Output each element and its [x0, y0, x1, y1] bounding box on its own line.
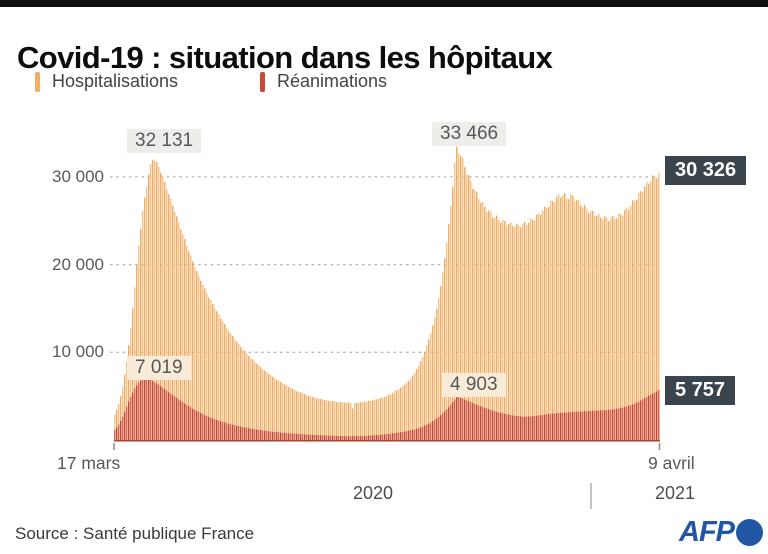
y-axis-label: 30 000 — [52, 166, 104, 186]
year-label-2021: 2021 — [654, 483, 696, 503]
hosp-peak1-label: 32 131 — [127, 129, 202, 153]
legend-item-hospitalisations: Hospitalisations — [35, 71, 178, 92]
reanimations-swatch — [260, 71, 265, 92]
rea-peak1-label: 7 019 — [127, 356, 191, 380]
legend-label: Réanimations — [277, 71, 388, 91]
year-label-2020: 2020 — [352, 483, 394, 503]
hosp-peak2-label: 33 466 — [432, 122, 507, 146]
y-axis-label: 20 000 — [52, 254, 104, 274]
rea-latest-badge: 5 757 — [665, 376, 736, 405]
hosp-latest-badge: 30 326 — [665, 156, 747, 185]
hospitalisations-series — [114, 146, 660, 441]
rea-peak2-label: 4 903 — [442, 373, 506, 397]
afp-logo-circle-icon — [736, 519, 763, 546]
afp-logo-text: AFP — [679, 516, 735, 548]
source-credit: Source : Santé publique France — [15, 524, 255, 543]
hospitalisations-swatch — [35, 71, 40, 92]
afp-logo: AFP — [679, 516, 763, 549]
legend-label: Hospitalisations — [52, 71, 179, 91]
page-title: Covid-19 : situation dans les hôpitaux — [17, 39, 553, 75]
y-axis-label: 10 000 — [52, 342, 104, 362]
legend-item-reanimations: Réanimations — [260, 71, 387, 92]
reanimations-series — [114, 378, 660, 440]
year-divider — [590, 483, 592, 509]
legend: Hospitalisations Réanimations — [0, 71, 768, 97]
x-axis-start-label: 17 mars — [57, 453, 121, 473]
x-axis-end-label: 9 avril — [648, 453, 695, 473]
top-bar — [0, 0, 768, 7]
